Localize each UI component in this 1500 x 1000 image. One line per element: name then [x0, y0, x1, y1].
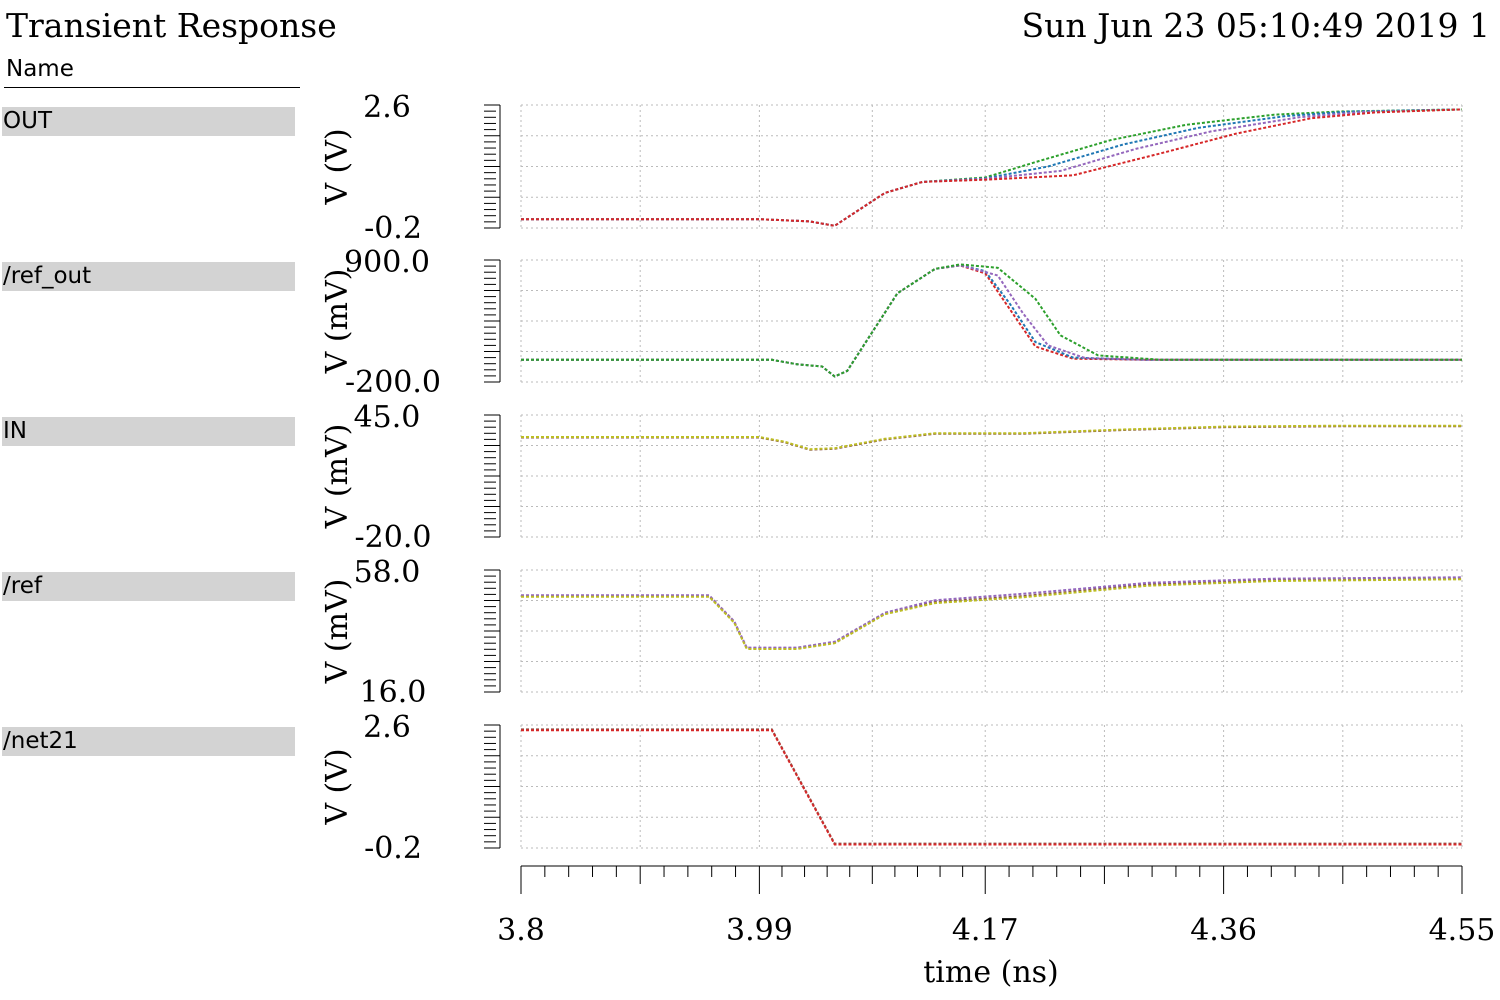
panel-4-ymax-label: 2.6	[363, 710, 411, 745]
panel-3-ylabel: V (mV)	[320, 579, 355, 685]
signal-label-ref-out[interactable]: /ref_out	[2, 262, 295, 291]
x-tick-label: 4.55	[1429, 913, 1496, 948]
panel-2-ylabel: V (mV)	[320, 424, 355, 530]
signal-label-out[interactable]: OUT	[2, 107, 295, 136]
panel-4-ymin-label: -0.2	[364, 831, 422, 866]
x-tick-label: 4.17	[952, 913, 1019, 948]
name-column-header: Name	[6, 56, 74, 82]
signal-label-net21[interactable]: /net21	[2, 727, 295, 756]
panel-1-ymin-label: -200.0	[345, 365, 441, 400]
panel-0-ymax-label: 2.6	[363, 90, 411, 125]
window-title: Transient Response	[6, 6, 337, 45]
panel-1-ymax-label: 900.0	[344, 245, 430, 280]
panel-1-series-2	[521, 263, 1462, 378]
panel-2-ymax-label: 45.0	[354, 400, 421, 435]
x-tick-label: 3.99	[726, 913, 793, 948]
panel-3-series-0	[521, 577, 1463, 650]
panel-0-series-1	[521, 108, 1463, 227]
panel-2-ymin-label: -20.0	[355, 520, 432, 555]
panel-3-ymin-label: 16.0	[360, 675, 427, 710]
signal-label-ref[interactable]: /ref	[2, 572, 295, 601]
panel-1-series-0	[521, 264, 1462, 378]
x-tick-label: 4.36	[1190, 913, 1257, 948]
panel-0-ymin-label: -0.2	[364, 211, 422, 246]
timestamp: Sun Jun 23 05:10:49 2019 1	[1021, 6, 1490, 45]
panel-4-series-1	[521, 729, 1462, 846]
panel-0-ylabel: V (V)	[320, 128, 355, 205]
x-tick-label: 3.8	[497, 913, 545, 948]
panel-0-series-0	[521, 108, 1463, 227]
x-axis-label: time (ns)	[923, 955, 1059, 990]
name-column-rule	[4, 87, 300, 88]
panel-3-ymax-label: 58.0	[354, 555, 421, 590]
panel-0-series-3	[521, 108, 1463, 227]
panel-3-series-2	[521, 578, 1463, 650]
panel-2-series-1	[521, 424, 1462, 451]
panel-1-ylabel: V (mV)	[320, 269, 355, 375]
panel-0-series-2	[521, 108, 1463, 227]
panel-3-series-1	[521, 576, 1463, 649]
panel-4-ylabel: V (V)	[320, 748, 355, 825]
signal-label-in[interactable]: IN	[2, 417, 295, 446]
